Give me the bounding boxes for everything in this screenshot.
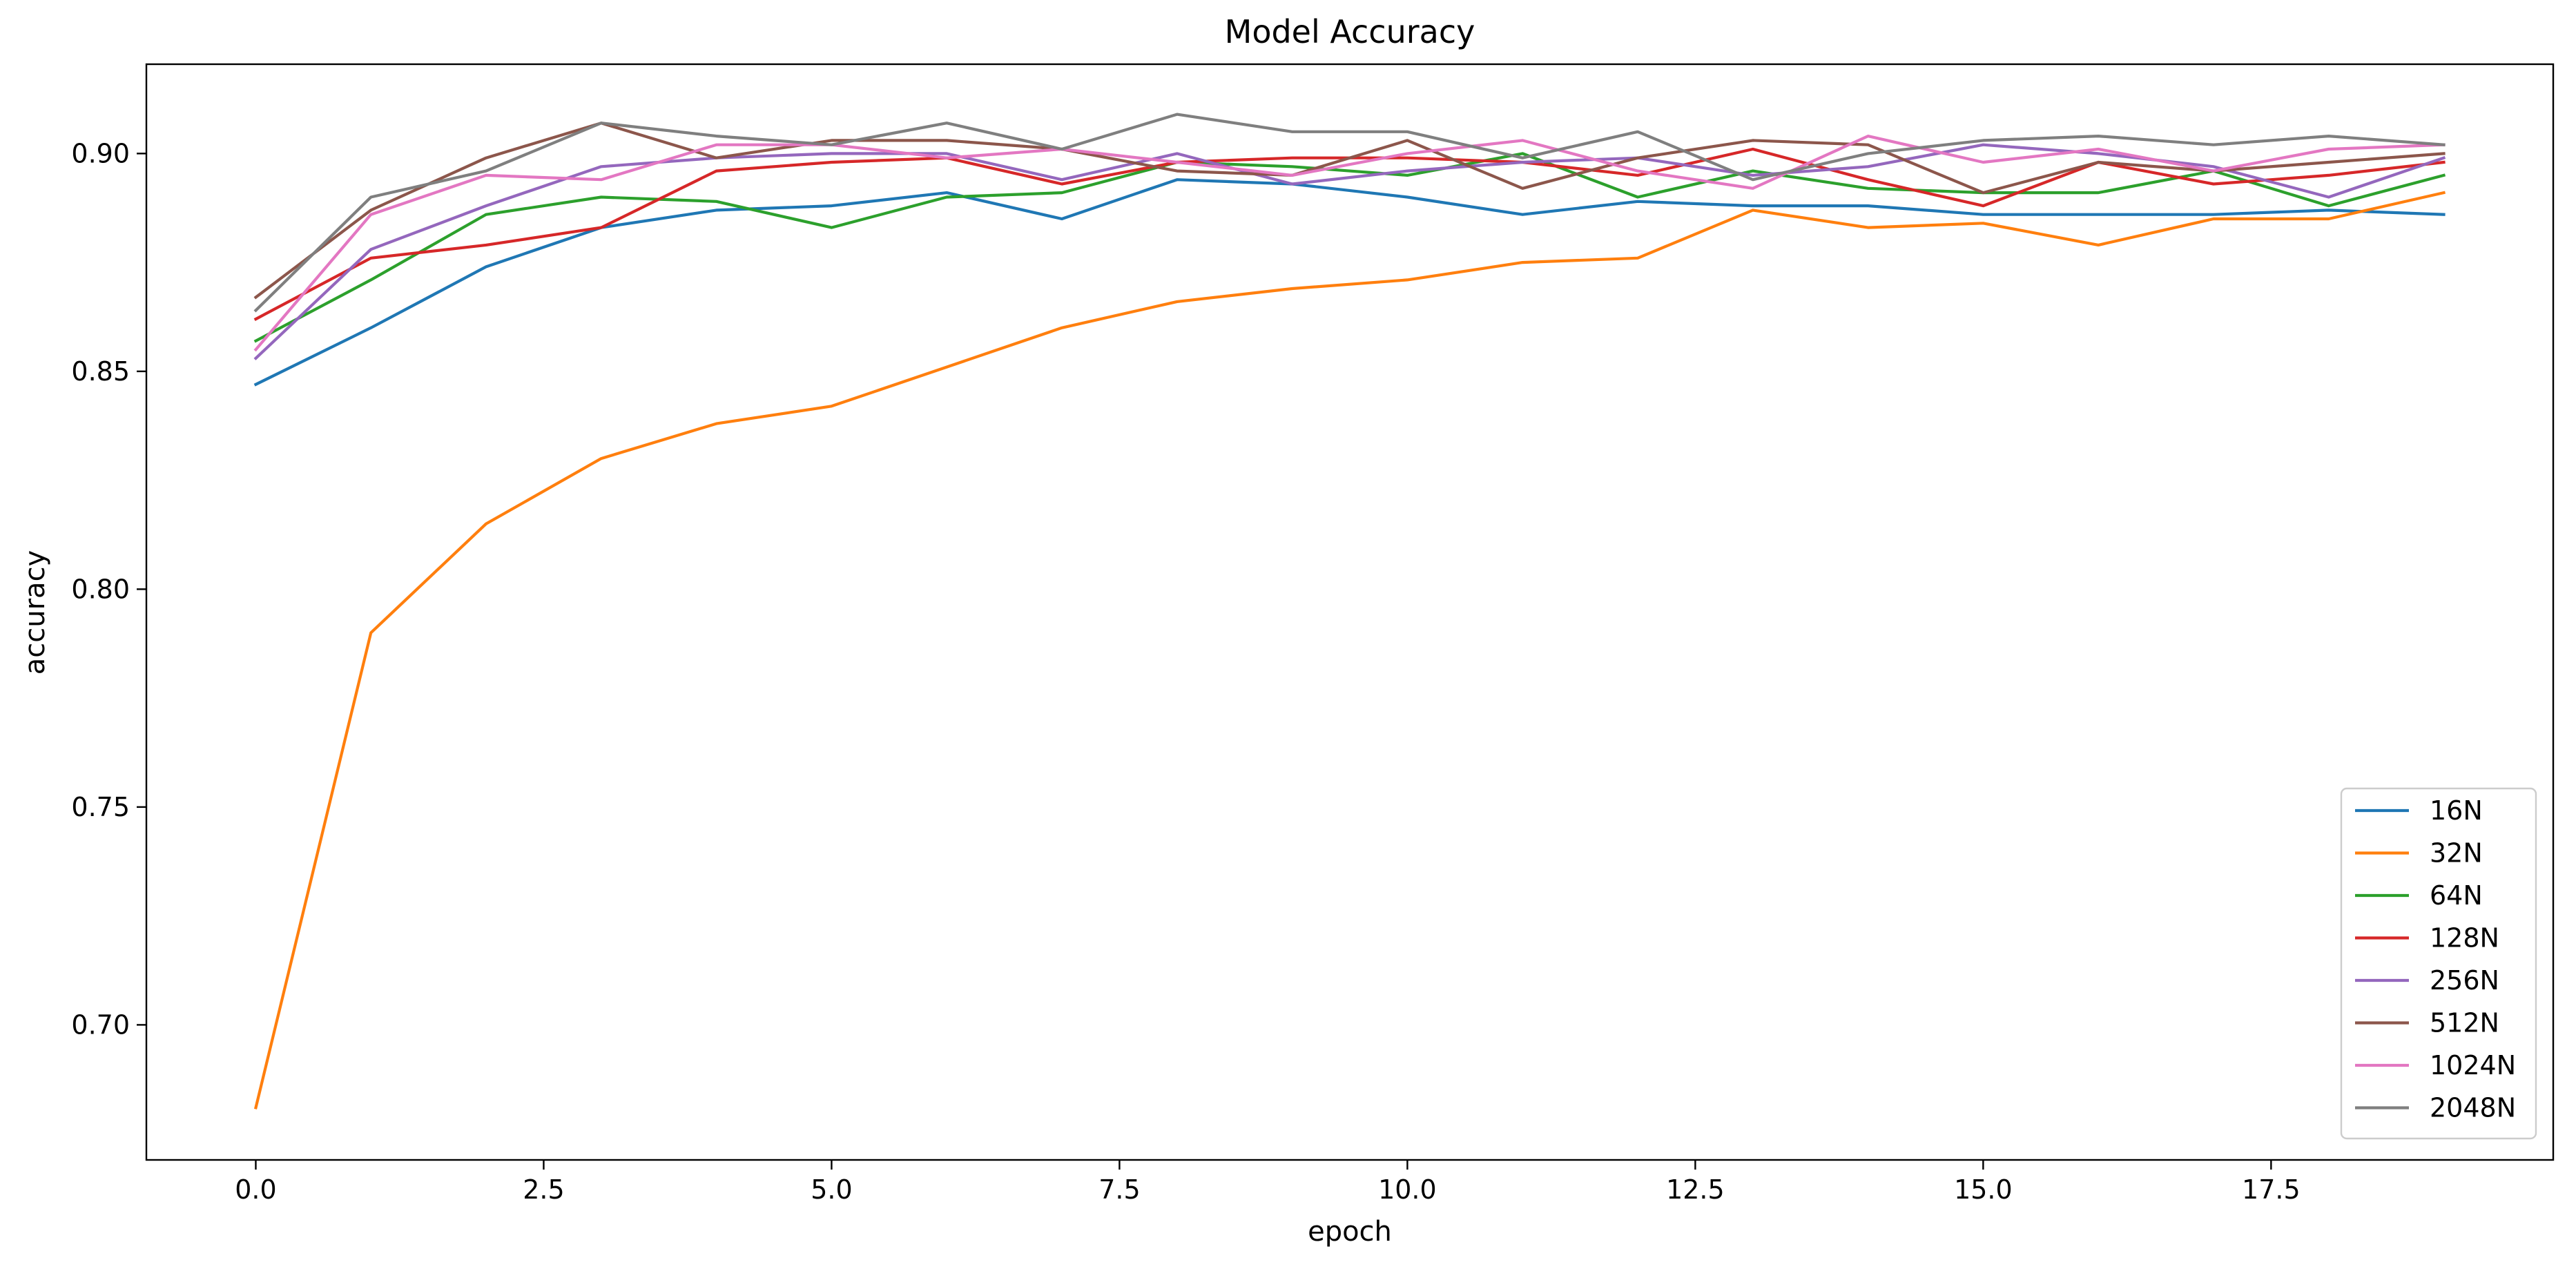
legend-label-256N: 256N <box>2430 965 2499 996</box>
x-tick-label: 0.0 <box>235 1174 276 1205</box>
legend-label-64N: 64N <box>2430 880 2483 911</box>
legend-label-1024N: 1024N <box>2430 1050 2516 1081</box>
x-tick-label: 2.5 <box>523 1174 564 1205</box>
legend-label-32N: 32N <box>2430 838 2483 869</box>
legend-label-2048N: 2048N <box>2430 1093 2516 1123</box>
legend: 16N 32N 64N 128N 256N 512N 1024N 2048N <box>2340 787 2537 1140</box>
x-tick-label: 12.5 <box>1666 1174 1725 1205</box>
y-tick-label: 0.90 <box>71 138 130 168</box>
legend-box <box>2340 787 2537 1140</box>
series-line-1024N <box>253 135 2446 352</box>
series-line-64N <box>253 152 2446 343</box>
series-lines <box>253 113 2446 1110</box>
series-line-16N <box>253 178 2446 387</box>
x-tick-label: 7.5 <box>1098 1174 1140 1205</box>
series-line-512N <box>253 122 2446 300</box>
legend-label-128N: 128N <box>2430 923 2499 953</box>
x-tick-label: 17.5 <box>2242 1174 2301 1205</box>
y-axis-label: accuracy <box>19 550 51 675</box>
y-tick-label: 0.80 <box>71 574 130 604</box>
series-line-2048N <box>253 113 2446 313</box>
y-tick-label: 0.75 <box>71 792 130 822</box>
x-tick-label: 10.0 <box>1378 1174 1437 1205</box>
y-tick-label: 0.85 <box>71 356 130 387</box>
legend-label-512N: 512N <box>2430 1008 2499 1038</box>
chart-title: Model Accuracy <box>1225 13 1475 50</box>
x-tick-label: 15.0 <box>1954 1174 2013 1205</box>
x-tick-label: 5.0 <box>811 1174 852 1205</box>
series-line-32N <box>253 191 2446 1110</box>
legend-label-16N: 16N <box>2430 795 2483 826</box>
axes-frame <box>145 63 2555 1161</box>
x-axis-ticks: 0.0 2.5 5.0 7.5 10.0 12.5 15.0 17.5 <box>235 1160 2301 1205</box>
y-tick-label: 0.70 <box>71 1009 130 1040</box>
plot-area-border <box>145 63 2555 1161</box>
x-axis-label: epoch <box>1308 1216 1392 1248</box>
y-axis-ticks: 0.70 0.75 0.80 0.85 0.90 <box>71 138 146 1040</box>
